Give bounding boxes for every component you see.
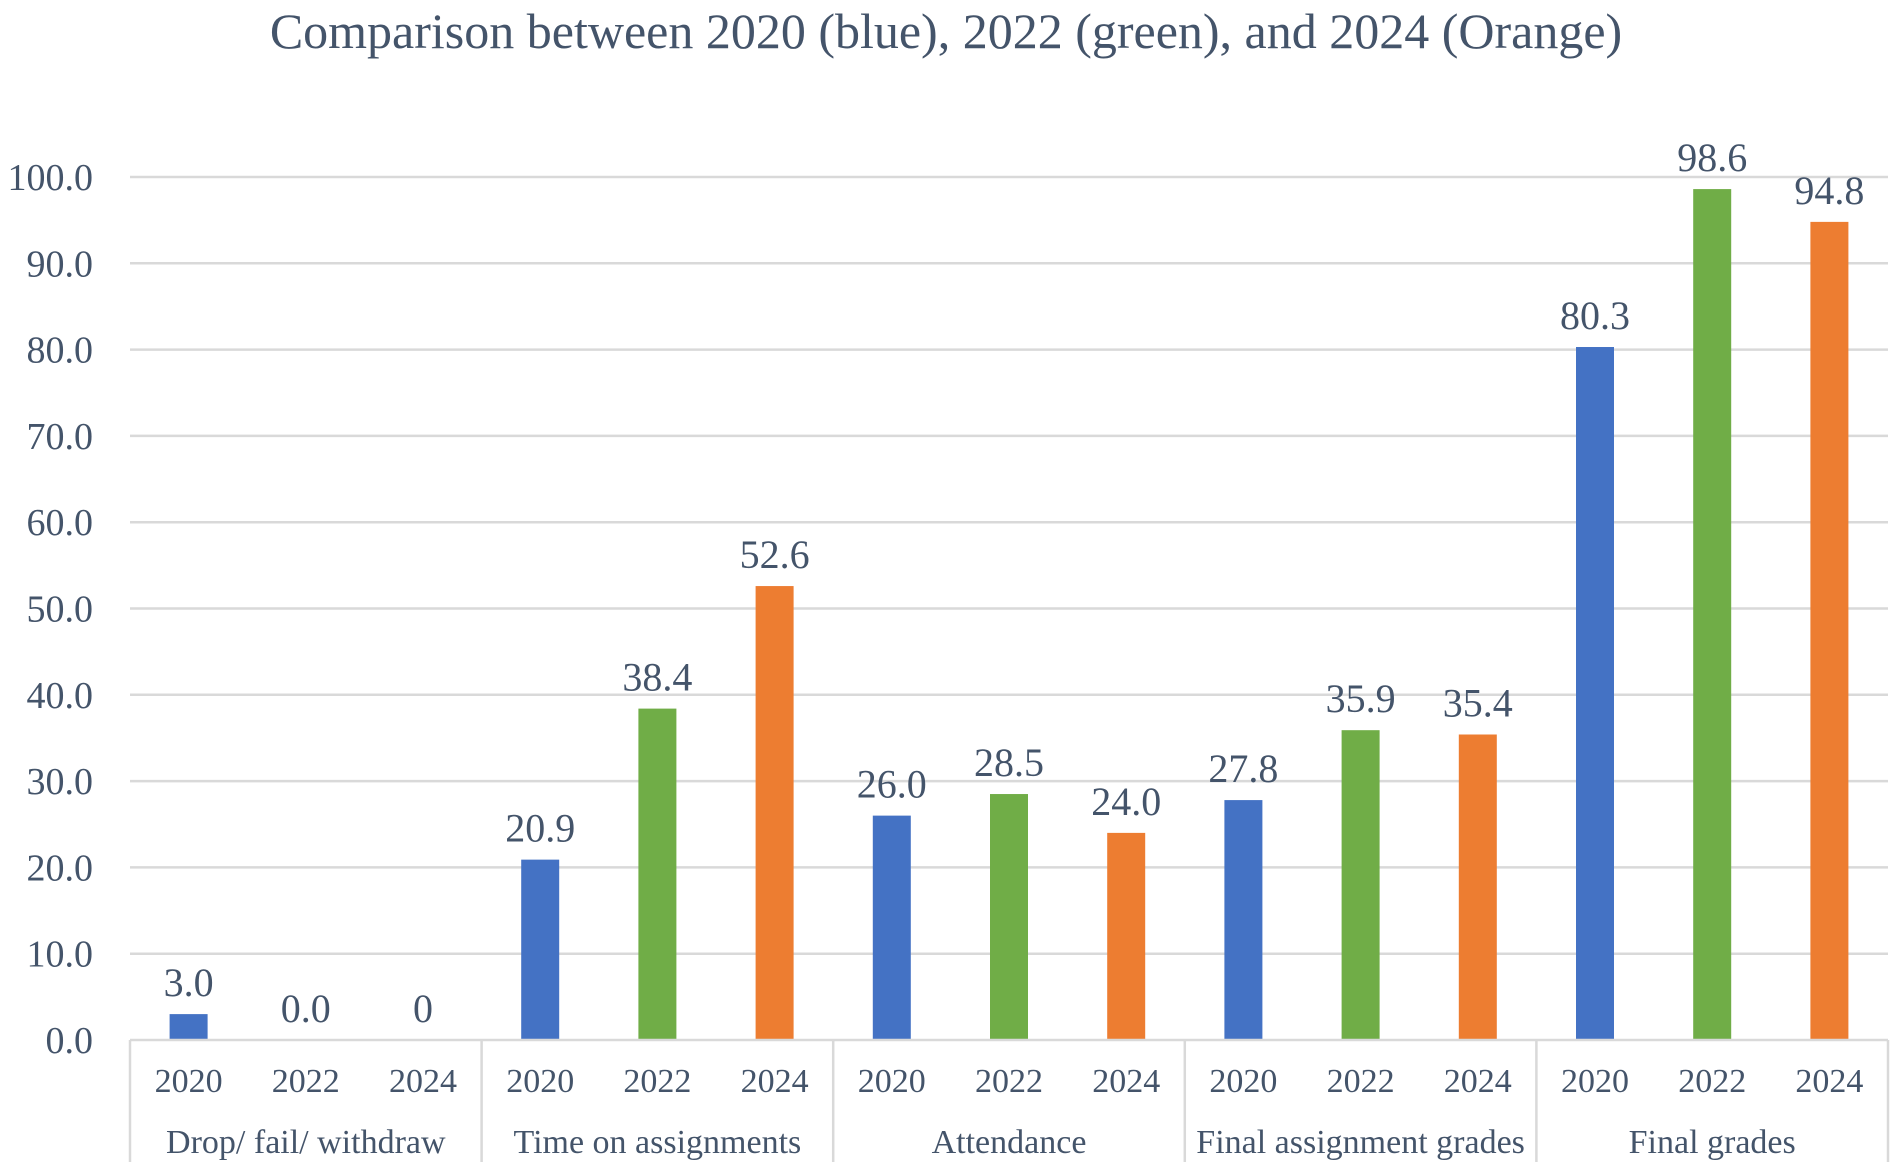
x-category-label: Final assignment grades <box>1196 1124 1525 1161</box>
bar <box>1810 221 1849 1041</box>
bar <box>1224 800 1263 1040</box>
x-tick-label-year: 2022 <box>975 1063 1043 1100</box>
bars <box>169 189 1849 1041</box>
x-tick-label-year: 2022 <box>623 1063 691 1100</box>
y-tick-label: 100.0 <box>8 157 94 199</box>
x-axis: 2020 2022 2024 Drop/ fail/ withdraw 2020 2022… <box>128 1038 1890 1162</box>
x-tick-label-year: 2024 <box>389 1063 457 1100</box>
data-label: 24.0 <box>1091 779 1161 824</box>
data-label: 52.6 <box>740 532 810 577</box>
bar <box>169 1014 208 1040</box>
y-tick-label: 50.0 <box>27 589 94 631</box>
data-label: 20.9 <box>505 806 575 851</box>
x-tick-label-year: 2020 <box>1209 1063 1277 1100</box>
x-category-label: Attendance <box>932 1124 1087 1161</box>
x-tick-label-year: 2020 <box>506 1063 574 1100</box>
data-label: 0.0 <box>281 986 331 1031</box>
bar <box>1693 189 1732 1040</box>
bar <box>1576 347 1614 1040</box>
data-label: 35.4 <box>1443 680 1513 725</box>
y-tick-label: 90.0 <box>27 243 94 285</box>
x-tick-label-year: 2024 <box>741 1063 809 1100</box>
x-tick-label-year: 2022 <box>1678 1063 1746 1100</box>
y-tick-label: 30.0 <box>27 761 94 803</box>
x-tick-label-year: 2024 <box>1444 1063 1512 1100</box>
x-tick-label-year: 2020 <box>155 1063 223 1100</box>
bar <box>638 708 677 1040</box>
bar <box>1107 832 1146 1040</box>
y-tick-label: 80.0 <box>27 330 94 372</box>
bar <box>1458 734 1497 1040</box>
data-label: 94.8 <box>1794 168 1864 213</box>
data-label: 3.0 <box>164 960 214 1005</box>
data-label: 26.0 <box>857 762 927 807</box>
x-tick-label-year: 2022 <box>272 1063 340 1100</box>
data-label: 28.5 <box>974 740 1044 785</box>
y-tick-label: 40.0 <box>27 675 94 717</box>
chart-title: Comparison between 2020 (blue), 2022 (gr… <box>269 3 1623 59</box>
data-label: 98.6 <box>1677 135 1747 180</box>
data-label: 27.8 <box>1208 746 1278 791</box>
x-tick-label-year: 2024 <box>1795 1063 1863 1100</box>
y-tick-label: 70.0 <box>27 416 94 458</box>
bar <box>1341 730 1380 1040</box>
data-label: 35.9 <box>1326 676 1396 721</box>
y-axis-ticks: 0.0 10.0 20.0 30.0 40.0 50.0 60.0 70.0 80.0 90.0 1… <box>8 157 94 1062</box>
bar <box>521 859 560 1040</box>
y-tick-label: 0.0 <box>46 1020 94 1062</box>
y-tick-label: 20.0 <box>27 847 94 889</box>
bar <box>990 794 1028 1040</box>
x-category-label: Drop/ fail/ withdraw <box>166 1124 446 1161</box>
x-tick-label-year: 2022 <box>1327 1063 1395 1100</box>
x-tick-label-year: 2020 <box>1561 1063 1629 1100</box>
bar <box>755 586 794 1040</box>
x-tick-label-year: 2020 <box>858 1063 926 1100</box>
x-category-label: Time on assignments <box>514 1124 802 1161</box>
data-label: 80.3 <box>1560 293 1630 338</box>
y-tick-label: 60.0 <box>27 502 94 544</box>
x-tick-label-year: 2024 <box>1092 1063 1160 1100</box>
data-labels: 3.0 0.0 0 20.9 38.4 52.6 26.0 28.5 24.0 27.8 35.9 3… <box>164 135 1865 1031</box>
data-label: 38.4 <box>622 655 692 700</box>
data-label: 0 <box>413 986 433 1031</box>
x-category-label: Final grades <box>1629 1124 1796 1161</box>
bar <box>872 815 911 1040</box>
y-tick-label: 10.0 <box>27 934 94 976</box>
